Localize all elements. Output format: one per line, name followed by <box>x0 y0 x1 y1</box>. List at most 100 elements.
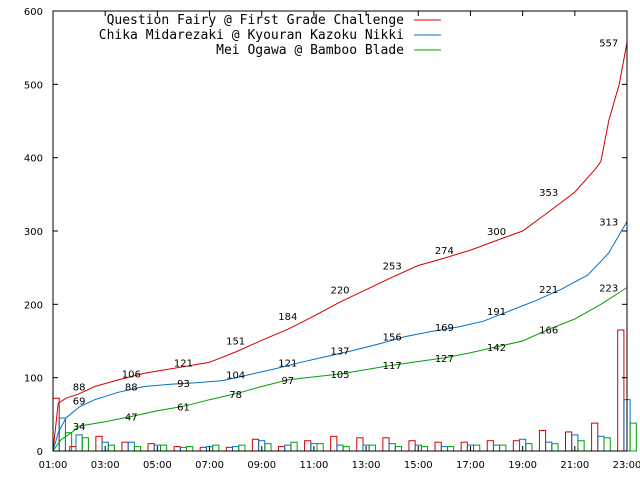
x-tick-label: 17:00 <box>456 460 485 471</box>
data-label: 121 <box>174 358 193 369</box>
hourly-bar <box>446 446 455 452</box>
series-line-2 <box>52 221 628 452</box>
hourly-bar <box>492 444 501 452</box>
hourly-bar <box>356 437 364 452</box>
data-label: 78 <box>229 390 242 401</box>
hourly-bar <box>382 437 390 452</box>
hourly-bar <box>75 434 83 452</box>
y-tick-label: 0 <box>37 447 43 458</box>
hourly-bar <box>460 441 468 452</box>
hourly-bar <box>486 440 494 452</box>
data-label: 169 <box>435 323 454 334</box>
data-label: 223 <box>599 283 618 294</box>
data-label: 221 <box>539 285 558 296</box>
hourly-bar <box>577 440 585 452</box>
series-line-1 <box>52 42 628 452</box>
data-label: 97 <box>281 376 294 387</box>
data-label: 88 <box>125 382 138 393</box>
hourly-bar <box>69 446 77 452</box>
data-label: 47 <box>125 413 138 424</box>
x-tick-label: 23:00 <box>613 460 640 471</box>
data-label: 313 <box>599 217 618 228</box>
hourly-bar <box>64 432 73 452</box>
hourly-bar <box>58 417 66 452</box>
data-label: 156 <box>383 333 402 344</box>
y-tick-label: 400 <box>24 154 43 165</box>
x-tick-label: 21:00 <box>560 460 589 471</box>
x-tick-label: 09:00 <box>247 460 276 471</box>
data-label: 121 <box>278 358 297 369</box>
y-tick-label: 500 <box>24 80 43 91</box>
y-tick-label: 300 <box>24 227 43 238</box>
cumulative-lines <box>52 42 628 452</box>
x-tick-label: 11:00 <box>299 460 328 471</box>
hourly-bar <box>290 441 298 452</box>
hourly-bar <box>238 444 246 452</box>
y-tick-label: 100 <box>24 374 43 385</box>
legend-label: Mei Ogawa @ Bamboo Blade <box>216 43 404 58</box>
x-tick-label: 15:00 <box>404 460 433 471</box>
data-label: 166 <box>539 325 558 336</box>
data-label: 105 <box>330 370 349 381</box>
hourly-bar <box>388 443 396 452</box>
hourly-bar <box>473 444 481 452</box>
x-tick-label: 07:00 <box>195 460 224 471</box>
x-tick-label: 01:00 <box>39 460 68 471</box>
y-tick-label: 600 <box>24 7 43 18</box>
x-tick-label: 03:00 <box>91 460 120 471</box>
hourly-bar <box>95 435 103 452</box>
legend-label: Question Fairy @ First Grade Challenge <box>107 13 405 28</box>
hourly-bar <box>617 329 625 452</box>
y-axis: 0 100 200 300 400 500 600 <box>24 7 627 458</box>
hourly-bar <box>199 446 207 452</box>
hourly-bar <box>330 435 338 452</box>
data-label: 300 <box>487 227 506 238</box>
hourly-bar <box>629 422 637 452</box>
y-tick-label: 200 <box>24 300 43 311</box>
hourly-bar <box>278 446 286 452</box>
data-label: 61 <box>177 402 190 413</box>
hourly-bar <box>565 431 573 452</box>
hourly-bar <box>159 444 168 452</box>
hourly-bar <box>107 444 116 452</box>
hourly-bar <box>81 437 89 452</box>
legend-label: Chika Midarezaki @ Kyouran Kazoku Nikki <box>99 28 404 43</box>
hourly-bar <box>147 443 155 452</box>
data-label: 117 <box>383 361 402 372</box>
x-tick-label: 13:00 <box>352 460 381 471</box>
x-tick-label: 05:00 <box>143 460 172 471</box>
data-label: 184 <box>278 312 297 323</box>
hourly-bar <box>545 441 553 452</box>
hourly-bar <box>525 443 533 452</box>
data-labels: 88 106 121 151 184 220 253 274 300 353 557 69 88 93 10… <box>73 39 619 434</box>
hourly-bar <box>232 446 240 452</box>
hourly-bar <box>342 446 350 452</box>
hourly-bar <box>597 435 605 452</box>
hourly-bar <box>284 444 292 452</box>
data-label: 106 <box>122 369 141 380</box>
data-label: 34 <box>73 422 86 433</box>
data-label: 127 <box>435 354 454 365</box>
hourly-bar <box>420 446 429 452</box>
data-label: 220 <box>330 286 349 297</box>
data-label: 69 <box>73 396 86 407</box>
hourly-bar <box>434 441 442 452</box>
hourly-bar <box>538 429 547 452</box>
hourly-bar <box>186 446 194 452</box>
hourly-bar <box>173 446 181 452</box>
hourly-bar <box>304 440 312 452</box>
hourly-bar <box>551 443 559 452</box>
data-label: 274 <box>435 246 454 257</box>
legend: Question Fairy @ First Grade ChallengeCh… <box>99 13 441 58</box>
x-axis: 01:00 03:00 05:00 07:00 09:00 11:00 13:00 15:00… <box>39 11 640 471</box>
hourly-bar <box>179 446 188 452</box>
data-label: 151 <box>226 336 245 347</box>
x-tick-label: 19:00 <box>508 460 537 471</box>
data-label: 191 <box>487 307 506 318</box>
data-label: 93 <box>177 379 190 390</box>
hourly-bar <box>121 441 129 452</box>
hourly-bar <box>603 437 611 452</box>
data-label: 137 <box>330 347 349 358</box>
hourly-bar <box>591 422 599 452</box>
hourly-bar <box>212 444 220 452</box>
